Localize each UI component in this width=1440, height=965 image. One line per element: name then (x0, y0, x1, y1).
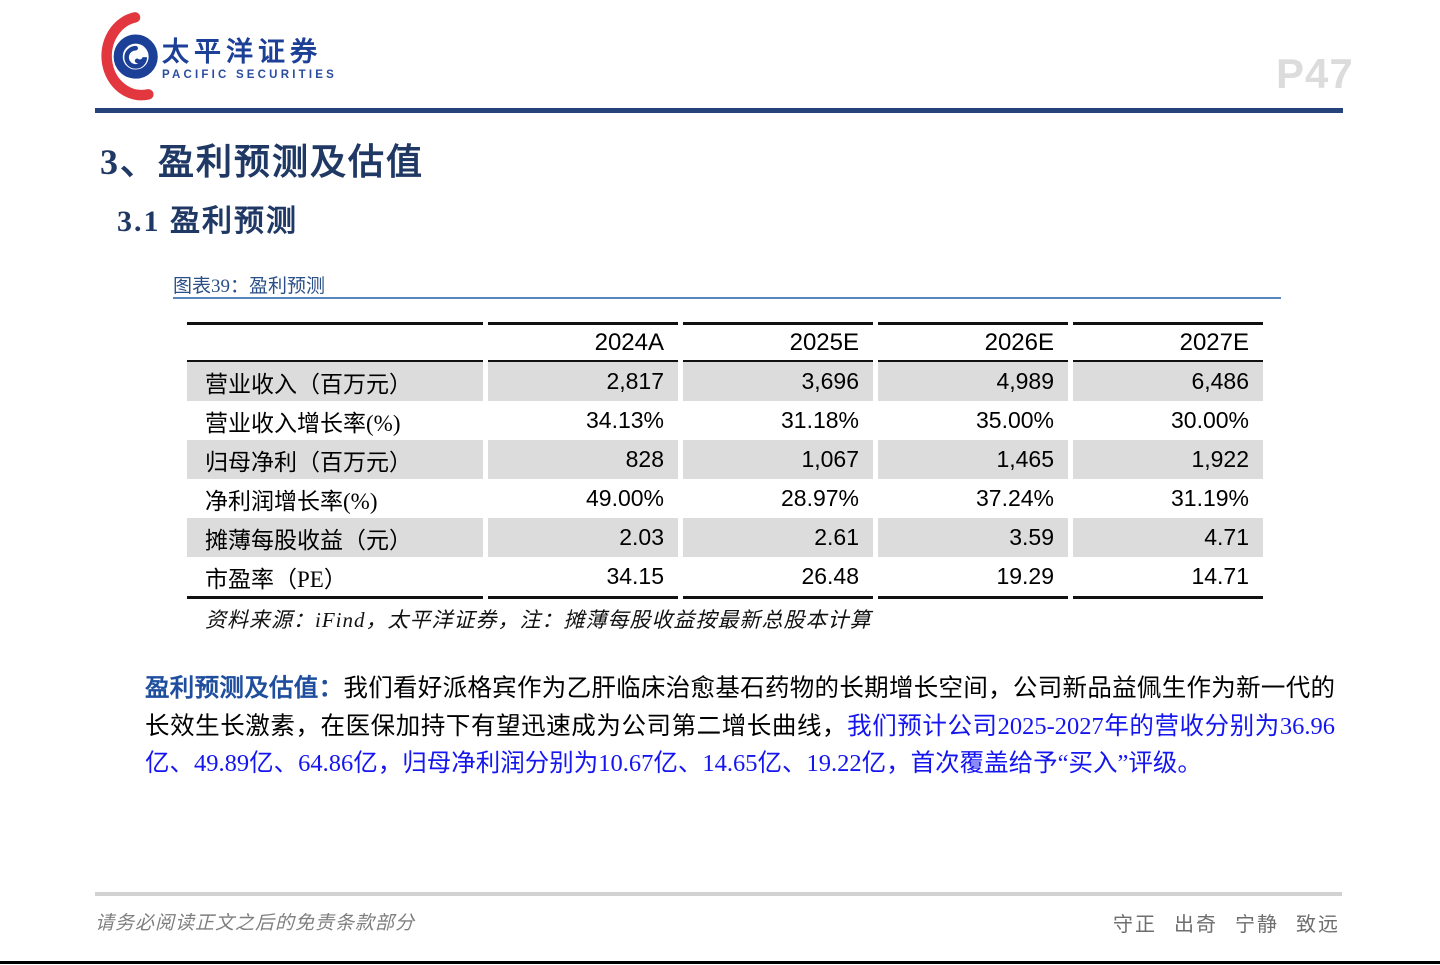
profit-forecast-table: 2024A 2025E 2026E 2027E 营业收入（百万元） 2,817 … (182, 322, 1268, 599)
header-cell-year: 2027E (1073, 322, 1263, 362)
pacific-securities-logo-icon (101, 12, 158, 101)
cell-value: 31.19% (1170, 485, 1249, 511)
cell-value: 30.00% (1170, 407, 1249, 433)
page-bottom-rule (0, 961, 1440, 964)
summary-text-black: 我们看好派格宾作为乙肝临床治愈基石药物的长期增长空间，公司新品益佩生作为新一代的… (145, 675, 1336, 740)
figure-caption: 图表39：盈利预测 (173, 276, 326, 297)
table-row: 市盈率（PE） 34.15 26.48 19.29 14.71 (187, 557, 1263, 599)
cell-value: 1,067 (683, 440, 873, 479)
cell-value: 1,465 (878, 440, 1068, 479)
cell-value: 4,989 (878, 362, 1068, 401)
cell-value: 26.48 (683, 557, 873, 599)
summary-paragraph: 盈利预测及估值：我们看好派格宾作为乙肝临床治愈基石药物的长期增长空间，公司新品益… (145, 670, 1335, 783)
table-row: 营业收入（百万元） 2,817 3,696 4,989 6,486 (187, 362, 1263, 401)
brand-name-cn: 太平洋证券 (162, 37, 322, 67)
table-row: 摊薄每股收益（元） 2.03 2.61 3.59 4.71 (187, 518, 1263, 557)
table-header-row: 2024A 2025E 2026E 2027E (187, 322, 1263, 362)
row-label: 营业收入增长率(%) (205, 410, 401, 436)
cell-value: 19.29 (878, 557, 1068, 599)
cell-value: 1,922 (1073, 440, 1263, 479)
cell-value: 14.71 (1073, 557, 1263, 599)
row-label: 摊薄每股收益（元） (187, 518, 483, 557)
header-cell-year: 2026E (878, 322, 1068, 362)
header-cell-year: 2024A (488, 322, 678, 362)
table-row: 归母净利（百万元） 828 1,067 1,465 1,922 (187, 440, 1263, 479)
brand-name-en: PACIFIC SECURITIES (162, 69, 337, 81)
header-cell-year: 2025E (683, 322, 873, 362)
cell-value: 6,486 (1073, 362, 1263, 401)
cell-value: 4.71 (1073, 518, 1263, 557)
cell-value: 3.59 (878, 518, 1068, 557)
footer-divider (95, 892, 1342, 896)
cell-value: 37.24% (975, 485, 1054, 511)
cell-value: 828 (488, 440, 678, 479)
summary-text-blue: 我们预计公司2025-2027年的营收分别为36.96亿、49.89亿、64.8… (145, 712, 1335, 778)
row-label: 归母净利（百万元） (187, 440, 483, 479)
table-row: 营业收入增长率(%) 34.13% 31.18% 35.00% 30.00% (187, 401, 1263, 440)
brand-header: 太平洋证券 PACIFIC SECURITIES (93, 12, 334, 104)
cell-value: 28.97% (780, 485, 859, 511)
cell-value: 34.13% (585, 407, 664, 433)
cell-value: 49.00% (585, 485, 664, 511)
page-number: P47 (1276, 50, 1354, 97)
figure-caption-divider (173, 297, 1281, 299)
cell-value: 2.03 (488, 518, 678, 557)
cell-value: 34.15 (488, 557, 678, 599)
section-subtitle: 3.1 盈利预测 (117, 205, 298, 238)
table-source-note: 资料来源：iFind，太平洋证券，注：摊薄每股收益按最新总股本计算 (205, 608, 872, 632)
row-label: 营业收入（百万元） (187, 362, 483, 401)
header-divider (95, 108, 1343, 113)
cell-value: 35.00% (975, 407, 1054, 433)
table-row: 净利润增长率(%) 49.00% 28.97% 37.24% 31.19% (187, 479, 1263, 518)
header-cell-blank (187, 322, 483, 362)
footer-motto: 守正 出奇 宁静 致远 (1113, 914, 1340, 936)
cell-value: 2,817 (488, 362, 678, 401)
cell-value: 3,696 (683, 362, 873, 401)
row-label: 市盈率（PE） (187, 557, 483, 599)
cell-value: 2.61 (683, 518, 873, 557)
row-label: 净利润增长率(%) (205, 488, 378, 514)
summary-lead: 盈利预测及估值： (145, 675, 344, 702)
footer-disclaimer: 请务必阅读正文之后的免责条款部分 (95, 913, 416, 934)
cell-value: 31.18% (780, 407, 859, 433)
section-title: 3、盈利预测及估值 (100, 142, 425, 182)
